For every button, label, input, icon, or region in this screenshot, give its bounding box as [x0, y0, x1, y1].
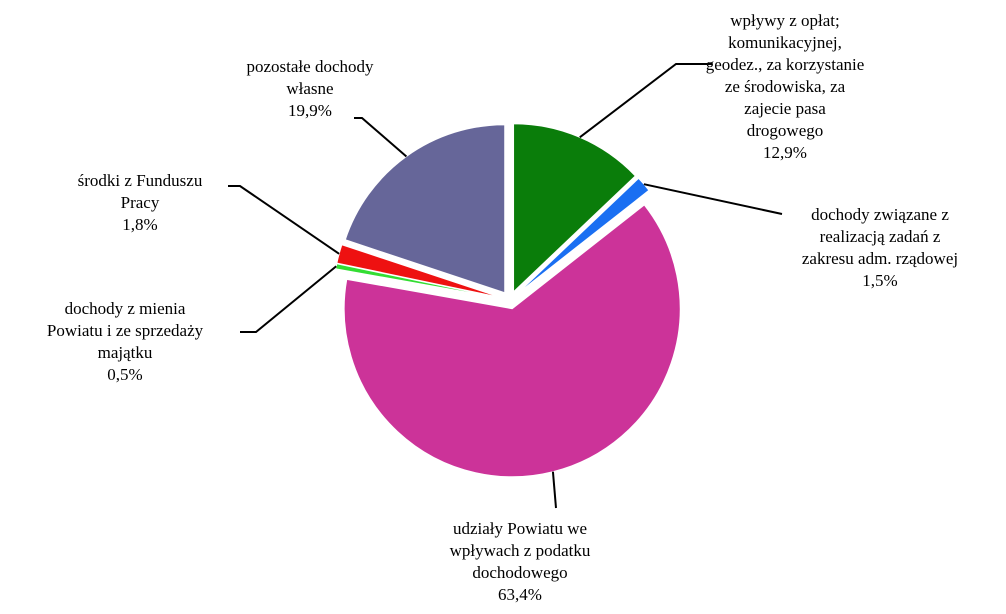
slice-label-0: wpływy z opłat; komunikacyjnej, geodez.,…: [630, 10, 940, 164]
slice-label-line: ze środowiska, za: [724, 77, 846, 96]
leader-line-1: [643, 183, 783, 215]
slice-label-line: zakresu adm. rządowej: [801, 249, 959, 268]
slice-value-label: 63,4%: [498, 585, 542, 604]
slice-label-2: udziały Powiatu we wpływach z podatku do…: [370, 518, 670, 606]
slice-label-line: dochody z mienia: [64, 299, 186, 318]
leader-line-4: [228, 185, 340, 255]
slice-label-line: Pracy: [120, 193, 160, 212]
slice-value-label: 12,9%: [763, 143, 807, 162]
leader-line-2: [551, 471, 557, 509]
slice-label-line: drogowego: [746, 121, 824, 140]
slice-label-line: środki z Funduszu: [77, 171, 203, 190]
slice-value-label: 1,8%: [122, 215, 158, 234]
slice-label-line: wpływy z opłat;: [730, 11, 840, 30]
slice-label-line: dochody związane z: [811, 205, 949, 224]
leader-lines: [228, 63, 783, 509]
leader-line-3: [240, 265, 337, 333]
pie-slice-4: [336, 244, 502, 299]
pie-slices: [335, 123, 681, 478]
slice-label-4: środki z Funduszu Pracy 1,8%: [30, 170, 250, 236]
slice-label-line: udziały Powiatu we: [452, 519, 588, 538]
slice-value-label: 1,5%: [862, 271, 898, 290]
slice-label-line: realizacją zadań z: [819, 227, 941, 246]
slice-label-3: dochody z mienia Powiatu i ze sprzedaży …: [5, 298, 245, 386]
leader-line-0: [579, 63, 712, 139]
leader-line-5: [354, 117, 408, 158]
slice-label-line: zajecie pasa: [744, 99, 826, 118]
slice-label-line: własne: [286, 79, 334, 98]
slice-label-line: pozostałe dochody: [246, 57, 374, 76]
slice-label-line: komunikacyjnej,: [728, 33, 842, 52]
slice-label-line: geodez., za korzystanie: [705, 55, 865, 74]
slice-label-line: wpływach z podatku: [449, 541, 591, 560]
slice-label-line: dochodowego: [472, 563, 568, 582]
slice-value-label: 0,5%: [107, 365, 143, 384]
slice-label-line: Powiatu i ze sprzedaży: [46, 321, 204, 340]
slice-label-5: pozostałe dochody własne 19,9%: [200, 56, 420, 122]
pie-slice-5: [344, 124, 506, 294]
slice-value-label: 19,9%: [288, 101, 332, 120]
pie-slice-0: [513, 123, 636, 293]
slice-label-1: dochody związane z realizacją zadań z za…: [760, 204, 1000, 292]
slice-label-line: majątku: [97, 343, 153, 362]
